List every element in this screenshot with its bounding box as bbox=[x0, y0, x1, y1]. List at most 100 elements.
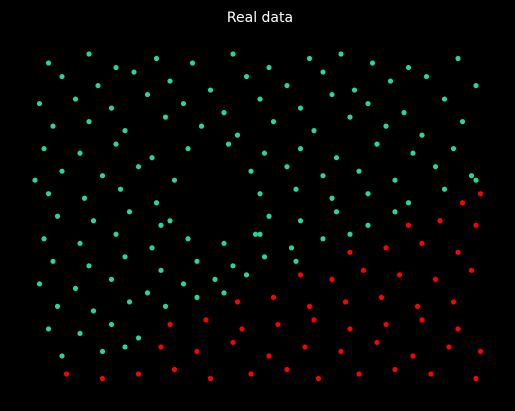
point bbox=[45, 326, 52, 332]
point bbox=[239, 326, 245, 332]
point bbox=[459, 119, 466, 125]
point bbox=[185, 236, 191, 242]
point bbox=[113, 231, 119, 237]
point bbox=[293, 258, 299, 264]
point bbox=[347, 249, 353, 255]
point bbox=[437, 218, 443, 224]
point bbox=[329, 276, 335, 282]
point bbox=[468, 267, 475, 273]
point bbox=[99, 173, 106, 179]
point bbox=[473, 82, 479, 89]
point bbox=[198, 123, 205, 129]
point bbox=[59, 353, 65, 359]
point bbox=[45, 191, 52, 197]
point bbox=[383, 123, 389, 129]
point bbox=[329, 91, 335, 98]
point bbox=[194, 258, 200, 264]
point bbox=[221, 110, 227, 116]
point bbox=[374, 339, 380, 346]
point bbox=[284, 82, 290, 89]
point bbox=[207, 87, 214, 93]
point bbox=[243, 272, 250, 278]
point bbox=[126, 209, 133, 215]
point bbox=[392, 366, 398, 373]
point bbox=[392, 177, 398, 183]
point bbox=[405, 200, 412, 206]
point bbox=[90, 218, 97, 224]
point bbox=[36, 281, 43, 287]
point bbox=[306, 303, 313, 309]
point bbox=[297, 146, 304, 152]
point bbox=[167, 218, 173, 224]
point bbox=[459, 200, 466, 206]
point bbox=[455, 249, 461, 255]
point bbox=[320, 69, 326, 75]
point bbox=[261, 150, 268, 156]
point bbox=[158, 267, 164, 273]
chart-title: Real data bbox=[227, 10, 293, 26]
point bbox=[203, 317, 209, 323]
point bbox=[275, 321, 281, 328]
point bbox=[311, 317, 317, 323]
point bbox=[473, 177, 479, 183]
point bbox=[347, 326, 353, 332]
point bbox=[428, 371, 434, 377]
point bbox=[347, 231, 353, 237]
point bbox=[306, 55, 313, 62]
point bbox=[455, 326, 461, 332]
point bbox=[356, 371, 362, 377]
point bbox=[387, 78, 394, 84]
point bbox=[293, 186, 299, 192]
point bbox=[315, 375, 322, 382]
point bbox=[396, 272, 403, 278]
point bbox=[77, 150, 83, 156]
point bbox=[41, 146, 47, 152]
point bbox=[446, 344, 452, 350]
point bbox=[135, 371, 142, 377]
point bbox=[401, 110, 407, 116]
point bbox=[333, 209, 340, 215]
point bbox=[329, 195, 335, 201]
point bbox=[162, 303, 169, 309]
point bbox=[117, 186, 124, 192]
point bbox=[72, 96, 79, 102]
point bbox=[302, 344, 308, 350]
point bbox=[50, 123, 56, 129]
point bbox=[468, 173, 475, 179]
point bbox=[477, 348, 484, 355]
point bbox=[356, 168, 362, 174]
point bbox=[135, 164, 142, 170]
point bbox=[131, 69, 137, 75]
point bbox=[383, 321, 389, 328]
point bbox=[122, 254, 128, 260]
point bbox=[477, 191, 484, 197]
point bbox=[113, 64, 119, 71]
point bbox=[108, 105, 115, 111]
point bbox=[405, 222, 412, 228]
point bbox=[180, 281, 187, 287]
point bbox=[297, 105, 304, 111]
point bbox=[405, 64, 412, 71]
point bbox=[248, 168, 254, 174]
point bbox=[126, 299, 133, 305]
point bbox=[432, 164, 439, 170]
point bbox=[365, 191, 371, 197]
point bbox=[77, 240, 83, 246]
point bbox=[284, 164, 290, 170]
point bbox=[419, 240, 425, 246]
point bbox=[410, 353, 416, 359]
point bbox=[72, 285, 79, 291]
point bbox=[63, 371, 70, 377]
point bbox=[153, 55, 160, 62]
point bbox=[59, 73, 65, 80]
point bbox=[185, 146, 191, 152]
point bbox=[441, 186, 448, 192]
point bbox=[194, 348, 200, 355]
point bbox=[441, 96, 448, 102]
point bbox=[351, 87, 358, 93]
point bbox=[81, 195, 88, 201]
point bbox=[338, 348, 344, 355]
point bbox=[77, 330, 83, 337]
